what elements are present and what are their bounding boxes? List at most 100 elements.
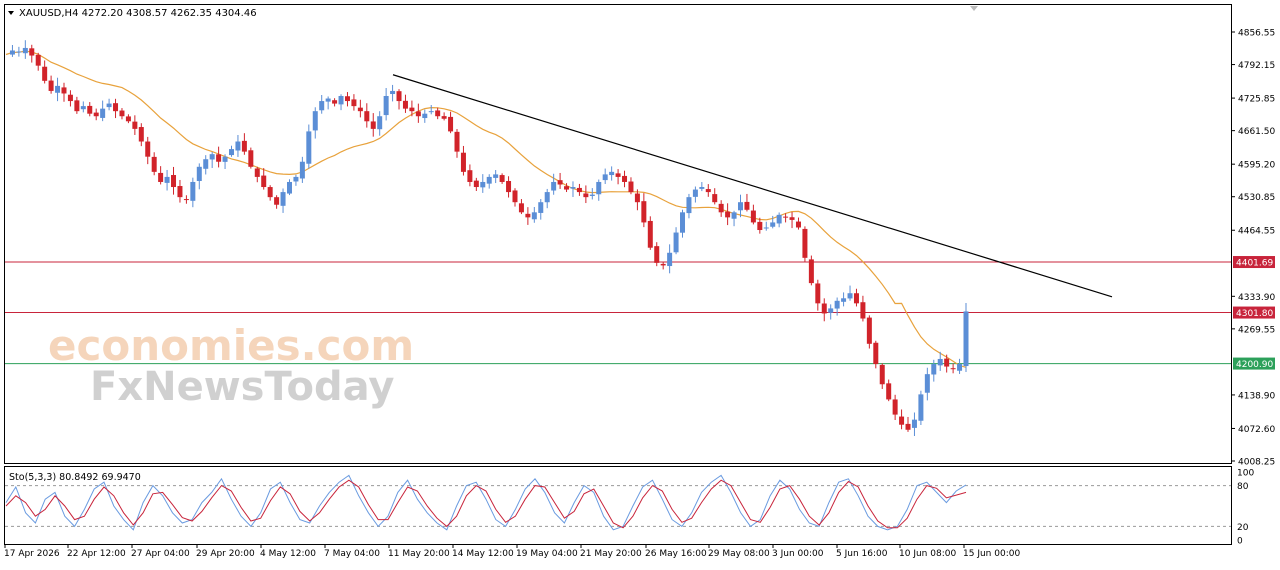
bear-candle	[866, 317, 872, 344]
bull-candle	[551, 181, 557, 191]
bull-candle	[957, 364, 963, 371]
time-tick-label: 29 Apr 20:00	[196, 549, 255, 559]
bear-candle	[802, 228, 808, 258]
bear-candle	[67, 94, 73, 102]
bear-candle	[370, 121, 376, 129]
bear-candle	[576, 187, 582, 193]
resistance-price-label: 4301.80	[1236, 309, 1273, 319]
bull-candle	[686, 197, 692, 214]
bear-candle	[216, 154, 222, 162]
bear-candle	[892, 399, 898, 415]
bull-candle	[106, 103, 112, 108]
bear-candle	[441, 116, 447, 119]
bear-candle	[158, 172, 164, 182]
candles[interactable]	[9, 40, 969, 436]
bull-candle	[203, 159, 209, 169]
bull-candle	[828, 308, 834, 313]
bear-candle	[254, 168, 260, 177]
bear-candle	[364, 111, 370, 122]
bear-candle	[415, 111, 421, 117]
bull-candle	[731, 212, 737, 219]
bull-candle	[918, 394, 924, 421]
bear-candle	[615, 173, 621, 177]
bear-candle	[145, 141, 151, 157]
price-tick-label: 4661.50	[1238, 127, 1275, 137]
stoch-main-line	[5, 474, 967, 531]
bull-candle	[55, 85, 61, 93]
bull-candle	[229, 149, 235, 156]
bear-candle	[267, 187, 273, 198]
bear-candle	[654, 246, 660, 263]
bear-candle	[853, 293, 859, 304]
bull-candle	[16, 51, 22, 53]
time-tick-label: 19 May 04:00	[516, 549, 578, 559]
ma-line	[5, 50, 967, 368]
time-tick-label: 4 May 12:00	[260, 549, 316, 559]
bull-candle	[377, 116, 383, 130]
bull-candle	[428, 111, 434, 113]
bear-candle	[564, 186, 570, 190]
bear-candle	[634, 193, 640, 203]
price-levels: 4401.69 4301.80 4200.90	[5, 256, 1275, 370]
time-tick-label: 22 Apr 12:00	[67, 549, 126, 559]
resistance-price-label: 4401.69	[1236, 259, 1273, 269]
price-axis: 4856.55 4792.15 4725.85 4661.50 4595.20 4530.…	[1231, 29, 1275, 468]
time-tick-label: 26 May 16:00	[645, 549, 707, 559]
bear-candle	[467, 170, 473, 182]
bear-candle	[647, 220, 653, 248]
bear-candle	[557, 180, 563, 185]
bull-candle	[538, 202, 544, 213]
bear-candle	[132, 121, 138, 129]
bull-candle	[531, 212, 537, 220]
bear-candle	[241, 140, 247, 152]
bull-candle	[680, 212, 686, 233]
price-tick-label: 4464.55	[1238, 227, 1275, 237]
bull-candle	[770, 222, 776, 227]
bear-candle	[750, 210, 756, 223]
bull-candle	[673, 232, 679, 253]
bear-candle	[950, 368, 956, 370]
bear-candle	[125, 116, 131, 122]
bear-candle	[74, 100, 80, 112]
time-tick-label: 7 May 04:00	[324, 549, 380, 559]
stoch-tick-label: 0	[1237, 537, 1243, 547]
bear-candle	[725, 211, 731, 218]
bull-candle	[776, 214, 782, 224]
bull-candle	[911, 419, 917, 428]
bear-candle	[789, 217, 795, 220]
time-tick-label: 27 Apr 04:00	[131, 549, 190, 559]
bull-candle	[9, 50, 15, 55]
bear-candle	[808, 259, 814, 284]
bull-candle	[570, 187, 576, 189]
stochastic-panel: 100 80 20 0	[5, 469, 1254, 547]
bull-candle	[667, 252, 673, 267]
bear-candle	[274, 197, 280, 205]
bull-candle	[196, 166, 202, 182]
bear-candle	[396, 91, 402, 102]
bull-candle	[286, 181, 292, 194]
bull-candle	[293, 176, 299, 182]
support-price-tag	[1233, 357, 1275, 370]
bear-candle	[61, 87, 67, 94]
bear-candle	[151, 156, 157, 172]
bull-candle	[847, 293, 853, 299]
bull-candle	[319, 101, 325, 111]
bull-candle	[338, 95, 344, 105]
bear-candle	[886, 383, 892, 400]
bull-candle	[589, 194, 595, 196]
bear-candle	[641, 201, 647, 223]
bear-candle	[357, 107, 363, 112]
bear-candle	[402, 100, 408, 109]
scroll-marker-icon[interactable]	[970, 6, 978, 11]
bear-candle	[821, 303, 827, 314]
symbol-dropdown-icon[interactable]	[8, 11, 14, 15]
bear-candle	[454, 131, 460, 152]
bear-candle	[899, 416, 905, 425]
bull-candle	[190, 181, 196, 201]
bear-candle	[35, 54, 41, 66]
trendline-group[interactable]	[392, 74, 1113, 298]
bull-candle	[235, 141, 241, 151]
bear-candle	[744, 201, 750, 210]
